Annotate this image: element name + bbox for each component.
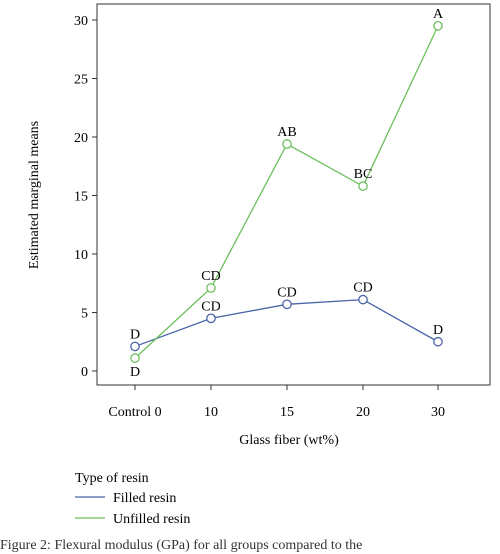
x-axis: Control 0 10 15 20 30 — [108, 385, 445, 420]
y-tick-label-10: 10 — [74, 248, 88, 263]
x-tick-label-1: 10 — [204, 405, 218, 420]
y-tick-label-15: 15 — [74, 190, 88, 205]
y-tick-label-20: 20 — [74, 131, 88, 146]
point-unfilled-resin-1 — [206, 283, 216, 293]
x-tick-label-3: 20 — [356, 405, 370, 420]
group-label-filled-resin-3: CD — [353, 281, 372, 296]
legend-label-unfilled-resin: Unfilled resin — [113, 512, 190, 527]
group-label-filled-resin-2: CD — [277, 285, 296, 300]
point-filled-resin-4 — [433, 336, 443, 347]
figure-caption: Figure 2: Flexural modulus (GPa) for all… — [0, 538, 363, 553]
group-label-unfilled-resin-0: D — [130, 365, 140, 380]
point-filled-resin-1 — [206, 313, 216, 324]
legend: Type of resin Filled resin Unfilled resi… — [75, 471, 190, 527]
point-unfilled-resin-4 — [433, 21, 443, 31]
x-tick-label-2: 15 — [280, 405, 294, 420]
group-label-filled-resin-0: D — [130, 327, 140, 342]
y-axis-title: Estimated marginal means — [27, 121, 42, 269]
group-label-filled-resin-4: D — [433, 323, 443, 338]
x-axis-title: Glass fiber (wt%) — [239, 433, 339, 448]
point-unfilled-resin-3 — [358, 181, 368, 191]
y-tick-label-25: 25 — [74, 73, 88, 88]
point-filled-resin-0 — [130, 341, 140, 352]
x-tick-label-4: 30 — [431, 405, 445, 420]
group-label-unfilled-resin-4: A — [433, 7, 444, 22]
y-tick-label-0: 0 — [81, 365, 88, 380]
y-tick-label-5: 5 — [81, 307, 88, 322]
y-axis: 0 5 10 15 20 25 30 — [74, 14, 97, 380]
series-layer: D CD CD CD D D CD AB BC A — [130, 7, 444, 380]
y-tick-label-30: 30 — [74, 14, 88, 29]
point-unfilled-resin-0 — [130, 353, 140, 363]
group-label-unfilled-resin-3: BC — [354, 167, 373, 182]
legend-label-filled-resin: Filled resin — [113, 491, 176, 506]
group-label-unfilled-resin-2: AB — [277, 125, 296, 140]
group-label-unfilled-resin-1: CD — [201, 269, 220, 284]
point-filled-resin-2 — [282, 299, 292, 310]
point-unfilled-resin-2 — [282, 139, 292, 149]
group-label-filled-resin-1: CD — [201, 299, 220, 314]
x-tick-label-0: Control 0 — [108, 405, 161, 420]
plot-frame — [96, 3, 491, 386]
point-filled-resin-3 — [358, 294, 368, 305]
legend-title: Type of resin — [75, 471, 149, 486]
